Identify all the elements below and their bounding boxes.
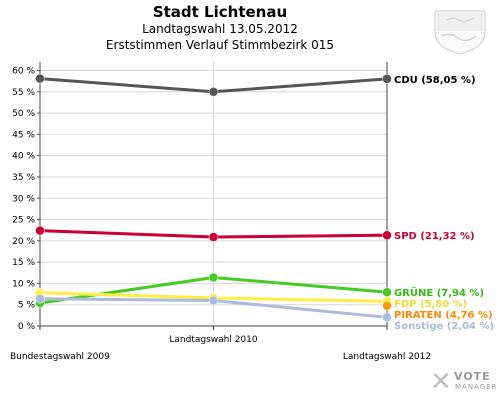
data-point-spd bbox=[382, 230, 392, 240]
y-tick-label: 15 % bbox=[12, 258, 35, 268]
data-point-cdu bbox=[35, 73, 45, 84]
data-point-cdu bbox=[382, 74, 392, 84]
x-tick-label: Bundestagswahl 2009 bbox=[10, 352, 110, 362]
series-label-grüne: GRÜNE (7,94 %) bbox=[394, 285, 484, 299]
logo-x-icon: ✕ bbox=[430, 367, 452, 397]
data-point-spd bbox=[35, 225, 45, 236]
y-tick-label: 60 % bbox=[12, 67, 35, 77]
y-tick-label: 20 % bbox=[12, 237, 35, 247]
logo-text: VOTE bbox=[454, 370, 491, 383]
x-tick-label: Landtagswahl 2012 bbox=[343, 352, 431, 362]
data-point-piraten bbox=[382, 300, 392, 311]
data-point-sonstige bbox=[382, 312, 392, 323]
series-label-piraten: PIRATEN (4,76 %) bbox=[394, 310, 493, 321]
y-tick-label: 5 % bbox=[18, 301, 36, 311]
y-tick-label: 45 % bbox=[12, 130, 35, 140]
series-label-sonstige: Sonstige (2,04 %) bbox=[394, 321, 494, 332]
data-point-sonstige bbox=[35, 293, 45, 304]
series-label-fdp: FDP (5,80 %) bbox=[394, 299, 467, 310]
logo-subtext: MANAGER bbox=[455, 383, 498, 391]
data-point-cdu bbox=[208, 87, 219, 97]
y-tick-label: 10 % bbox=[12, 279, 35, 289]
x-tick-label: Landtagswahl 2010 bbox=[169, 335, 258, 345]
y-tick-label: 25 % bbox=[12, 216, 35, 226]
y-tick-label: 50 % bbox=[12, 109, 35, 119]
crest-icon bbox=[434, 10, 486, 55]
series-label-spd: SPD (21,32 %) bbox=[394, 231, 475, 242]
chart-subtitle: Landtagswahl 13.05.2012 bbox=[142, 22, 298, 36]
y-tick-label: 0 % bbox=[18, 322, 36, 332]
chart-title: Stadt Lichtenau bbox=[152, 3, 288, 21]
chart-subtitle-2: Erststimmen Verlauf Stimmbezirk 015 bbox=[105, 38, 335, 52]
vote-manager-logo: ✕ VOTE MANAGER bbox=[430, 368, 500, 398]
series-label-cdu: CDU (58,05 %) bbox=[394, 75, 476, 86]
data-point-grüne bbox=[208, 272, 219, 283]
data-point-spd bbox=[208, 232, 219, 242]
y-tick-label: 35 % bbox=[12, 173, 35, 183]
y-tick-label: 40 % bbox=[12, 152, 35, 162]
y-tick-label: 30 % bbox=[12, 194, 35, 204]
data-point-grüne bbox=[382, 287, 392, 297]
y-tick-label: 55 % bbox=[12, 88, 35, 98]
data-point-sonstige bbox=[208, 295, 219, 306]
